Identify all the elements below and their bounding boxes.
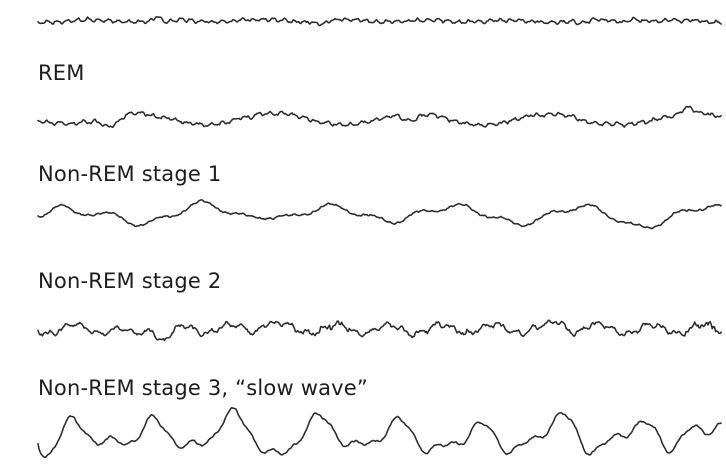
eeg-trace-nrem-stage-2 [37,294,722,364]
eeg-trace-rem-line [37,105,722,129]
eeg-trace-rem [37,90,722,148]
eeg-trace-awake-line [37,16,722,27]
label-rem: REM [38,61,85,85]
label-nrem-stage-3-slow-wave: Non-REM stage 3, “slow wave” [38,376,369,400]
eeg-trace-nrem-stage-3-line [37,407,722,458]
eeg-trace-nrem-stage-2-line [37,319,722,342]
eeg-trace-nrem-stage-1-line [37,199,722,230]
eeg-trace-awake-svg [37,16,722,27]
label-nrem-stage-1: Non-REM stage 1 [38,162,222,186]
eeg-trace-nrem-stage-3-svg [37,407,722,458]
eeg-trace-nrem-stage-3 [37,402,722,472]
eeg-trace-nrem-stage-1-svg [37,199,722,230]
eeg-trace-rem-svg [37,105,722,129]
eeg-trace-nrem-stage-1 [37,186,722,244]
eeg-trace-nrem-stage-2-svg [37,319,722,342]
eeg-trace-awake [37,0,722,42]
label-nrem-stage-2: Non-REM stage 2 [38,269,222,293]
